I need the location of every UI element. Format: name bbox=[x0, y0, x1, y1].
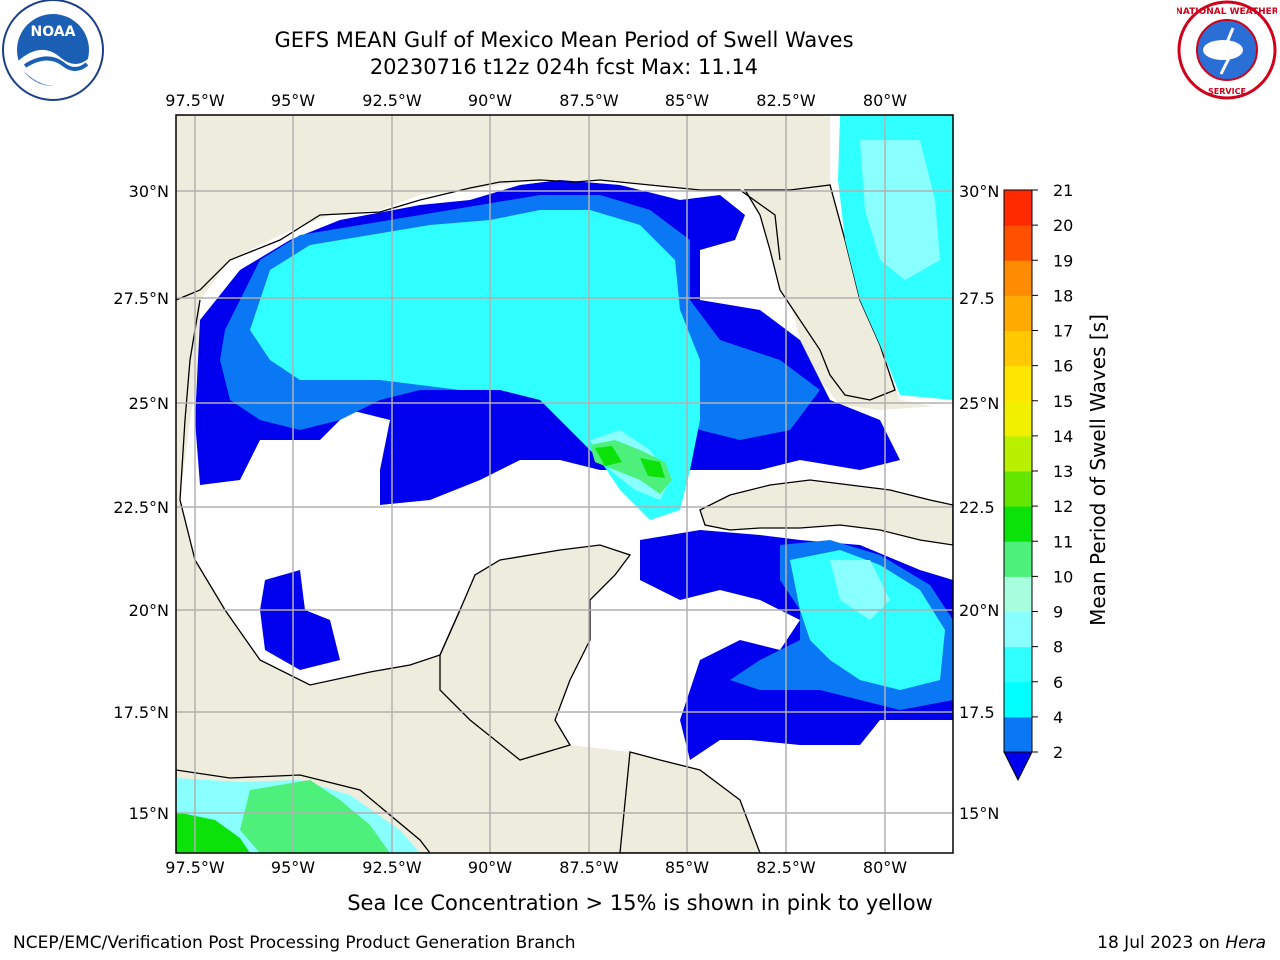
colorbar-tick-label: 2 bbox=[1053, 743, 1063, 762]
colorbar-tick-label: 13 bbox=[1053, 462, 1073, 481]
svg-text:SERVICE: SERVICE bbox=[1208, 87, 1246, 96]
colorbar: 21 20 19 18 17 16 15 14 13 12 11 10 9 8 6 4 2 bbox=[1003, 181, 1073, 782]
colorbar-tick-label: 10 bbox=[1053, 567, 1073, 586]
lon-label: 85°W bbox=[665, 858, 709, 877]
map-field bbox=[176, 115, 953, 853]
colorbar-tick-label: 20 bbox=[1053, 216, 1073, 235]
colorbar-segment bbox=[1004, 646, 1032, 683]
colorbar-tick-label: 17 bbox=[1053, 322, 1073, 341]
lat-label: 30°N bbox=[129, 182, 169, 201]
colorbar-segment bbox=[1004, 225, 1032, 261]
lat-label: 27.5 bbox=[959, 289, 995, 308]
colorbar-tick-label: 16 bbox=[1053, 357, 1073, 376]
lat-labels-left: 30°N 27.5°N 25°N 22.5°N 20°N 17.5°N 15°N bbox=[113, 182, 169, 823]
lat-labels-right: 30°N 27.5 25°N 22.5 20°N 17.5 15°N bbox=[959, 182, 999, 823]
yucatan-land bbox=[439, 544, 632, 761]
contour-caribbean-6-8s bbox=[790, 550, 945, 690]
colorbar-tick-label: 11 bbox=[1053, 532, 1073, 551]
nws-logo: NATIONAL WEATHER SERVICE bbox=[1177, 0, 1277, 100]
colorbar-tick-label: 14 bbox=[1053, 427, 1073, 446]
colorbar-segment bbox=[1004, 260, 1032, 296]
colorbar-tick-label: 21 bbox=[1053, 181, 1073, 200]
colorbar-tick-label: 19 bbox=[1053, 251, 1073, 270]
colorbar-segment bbox=[1004, 506, 1032, 542]
lat-label: 22.5°N bbox=[113, 498, 169, 517]
colorbar-segment bbox=[1004, 295, 1032, 331]
chart-subtitle: 20230716 t12z 024h fcst Max: 11.14 bbox=[369, 55, 759, 79]
lon-label: 95°W bbox=[271, 858, 315, 877]
cuba-land bbox=[699, 479, 953, 546]
map-frame bbox=[175, 114, 954, 854]
footer-date: 18 Jul 2023 on Hera bbox=[1097, 933, 1266, 953]
svg-text:NOAA: NOAA bbox=[31, 24, 76, 40]
footer-credit: NCEP/EMC/Verification Post Processing Pr… bbox=[13, 933, 576, 953]
colorbar-label: Mean Period of Swell Waves [s] bbox=[1086, 314, 1110, 626]
lon-label: 90°W bbox=[468, 858, 512, 877]
colorbar-segment bbox=[1004, 541, 1032, 577]
lon-label: 92.5°W bbox=[362, 858, 422, 877]
colorbar-segment bbox=[1004, 681, 1032, 718]
colorbar-tick-label: 18 bbox=[1053, 286, 1073, 305]
lon-label: 80°W bbox=[863, 91, 907, 110]
lat-label: 30°N bbox=[959, 182, 999, 201]
lon-label: 85°W bbox=[665, 91, 709, 110]
lat-label: 22.5 bbox=[959, 498, 995, 517]
noaa-logo: NOAA bbox=[2, 0, 104, 101]
colorbar-segment bbox=[1004, 365, 1032, 402]
footer-date-text: 18 Jul 2023 on bbox=[1097, 933, 1226, 953]
colorbar-segment bbox=[1004, 400, 1032, 437]
mexico-coastline bbox=[179, 299, 461, 686]
lat-label: 17.5°N bbox=[113, 703, 169, 722]
lon-label: 87.5°W bbox=[559, 858, 619, 877]
colorbar-segment bbox=[1004, 576, 1032, 612]
lat-label: 15°N bbox=[129, 804, 169, 823]
contour-caribbean-8-9s bbox=[830, 560, 890, 620]
lon-label: 97.5°W bbox=[165, 858, 225, 877]
lon-label: 95°W bbox=[271, 91, 315, 110]
colorbar-tick-label: 12 bbox=[1053, 497, 1073, 516]
chart-title: GEFS MEAN Gulf of Mexico Mean Period of … bbox=[274, 28, 854, 52]
colorbar-segment bbox=[1004, 611, 1032, 648]
lat-label: 20°N bbox=[959, 601, 999, 620]
colorbar-tick-label: 15 bbox=[1053, 392, 1073, 411]
contour-campeche bbox=[260, 570, 340, 670]
lon-label: 82.5°W bbox=[756, 858, 816, 877]
colorbar-segment bbox=[1004, 471, 1032, 507]
colorbar-segment bbox=[1004, 716, 1032, 753]
graticule bbox=[176, 115, 953, 853]
svg-text:NATIONAL WEATHER: NATIONAL WEATHER bbox=[1177, 7, 1277, 17]
lat-label: 27.5°N bbox=[113, 289, 169, 308]
swell-contours bbox=[176, 115, 953, 853]
contour-11s bbox=[595, 446, 665, 478]
florida-land bbox=[743, 184, 896, 401]
lon-labels-top: 97.5°W 95°W 92.5°W 90°W 87.5°W 85°W 82.5… bbox=[165, 91, 907, 110]
footer-host: Hera bbox=[1225, 933, 1266, 953]
contour-6-8s bbox=[250, 210, 700, 520]
colorbar-segment bbox=[1004, 190, 1032, 226]
lon-label: 82.5°W bbox=[756, 91, 816, 110]
lat-label: 25°N bbox=[129, 394, 169, 413]
contour-pacific-9-11s bbox=[240, 780, 390, 853]
lat-label: 20°N bbox=[129, 601, 169, 620]
us-coastline bbox=[176, 179, 781, 301]
lat-label: 25°N bbox=[959, 394, 999, 413]
lat-label: 17.5 bbox=[959, 703, 995, 722]
sea-ice-note: Sea Ice Concentration > 15% is shown in … bbox=[347, 891, 933, 915]
colorbar-extend-triangle bbox=[1003, 751, 1033, 782]
colorbar-tick-label: 6 bbox=[1053, 673, 1063, 692]
lon-label: 92.5°W bbox=[362, 91, 422, 110]
colorbar-segment bbox=[1004, 435, 1032, 472]
lon-label: 97.5°W bbox=[165, 91, 225, 110]
contour-atlantic-8-9s bbox=[860, 140, 940, 280]
colorbar-tick-label: 9 bbox=[1053, 603, 1063, 622]
colorbar-tick-label: 8 bbox=[1053, 638, 1063, 657]
lon-label: 80°W bbox=[863, 858, 907, 877]
lon-label: 90°W bbox=[468, 91, 512, 110]
colorbar-segment bbox=[1004, 330, 1032, 367]
lon-labels-bottom: 97.5°W 95°W 92.5°W 90°W 87.5°W 85°W 82.5… bbox=[165, 858, 907, 877]
lon-label: 87.5°W bbox=[559, 91, 619, 110]
colorbar-tick-label: 4 bbox=[1053, 708, 1063, 727]
lat-label: 15°N bbox=[959, 804, 999, 823]
